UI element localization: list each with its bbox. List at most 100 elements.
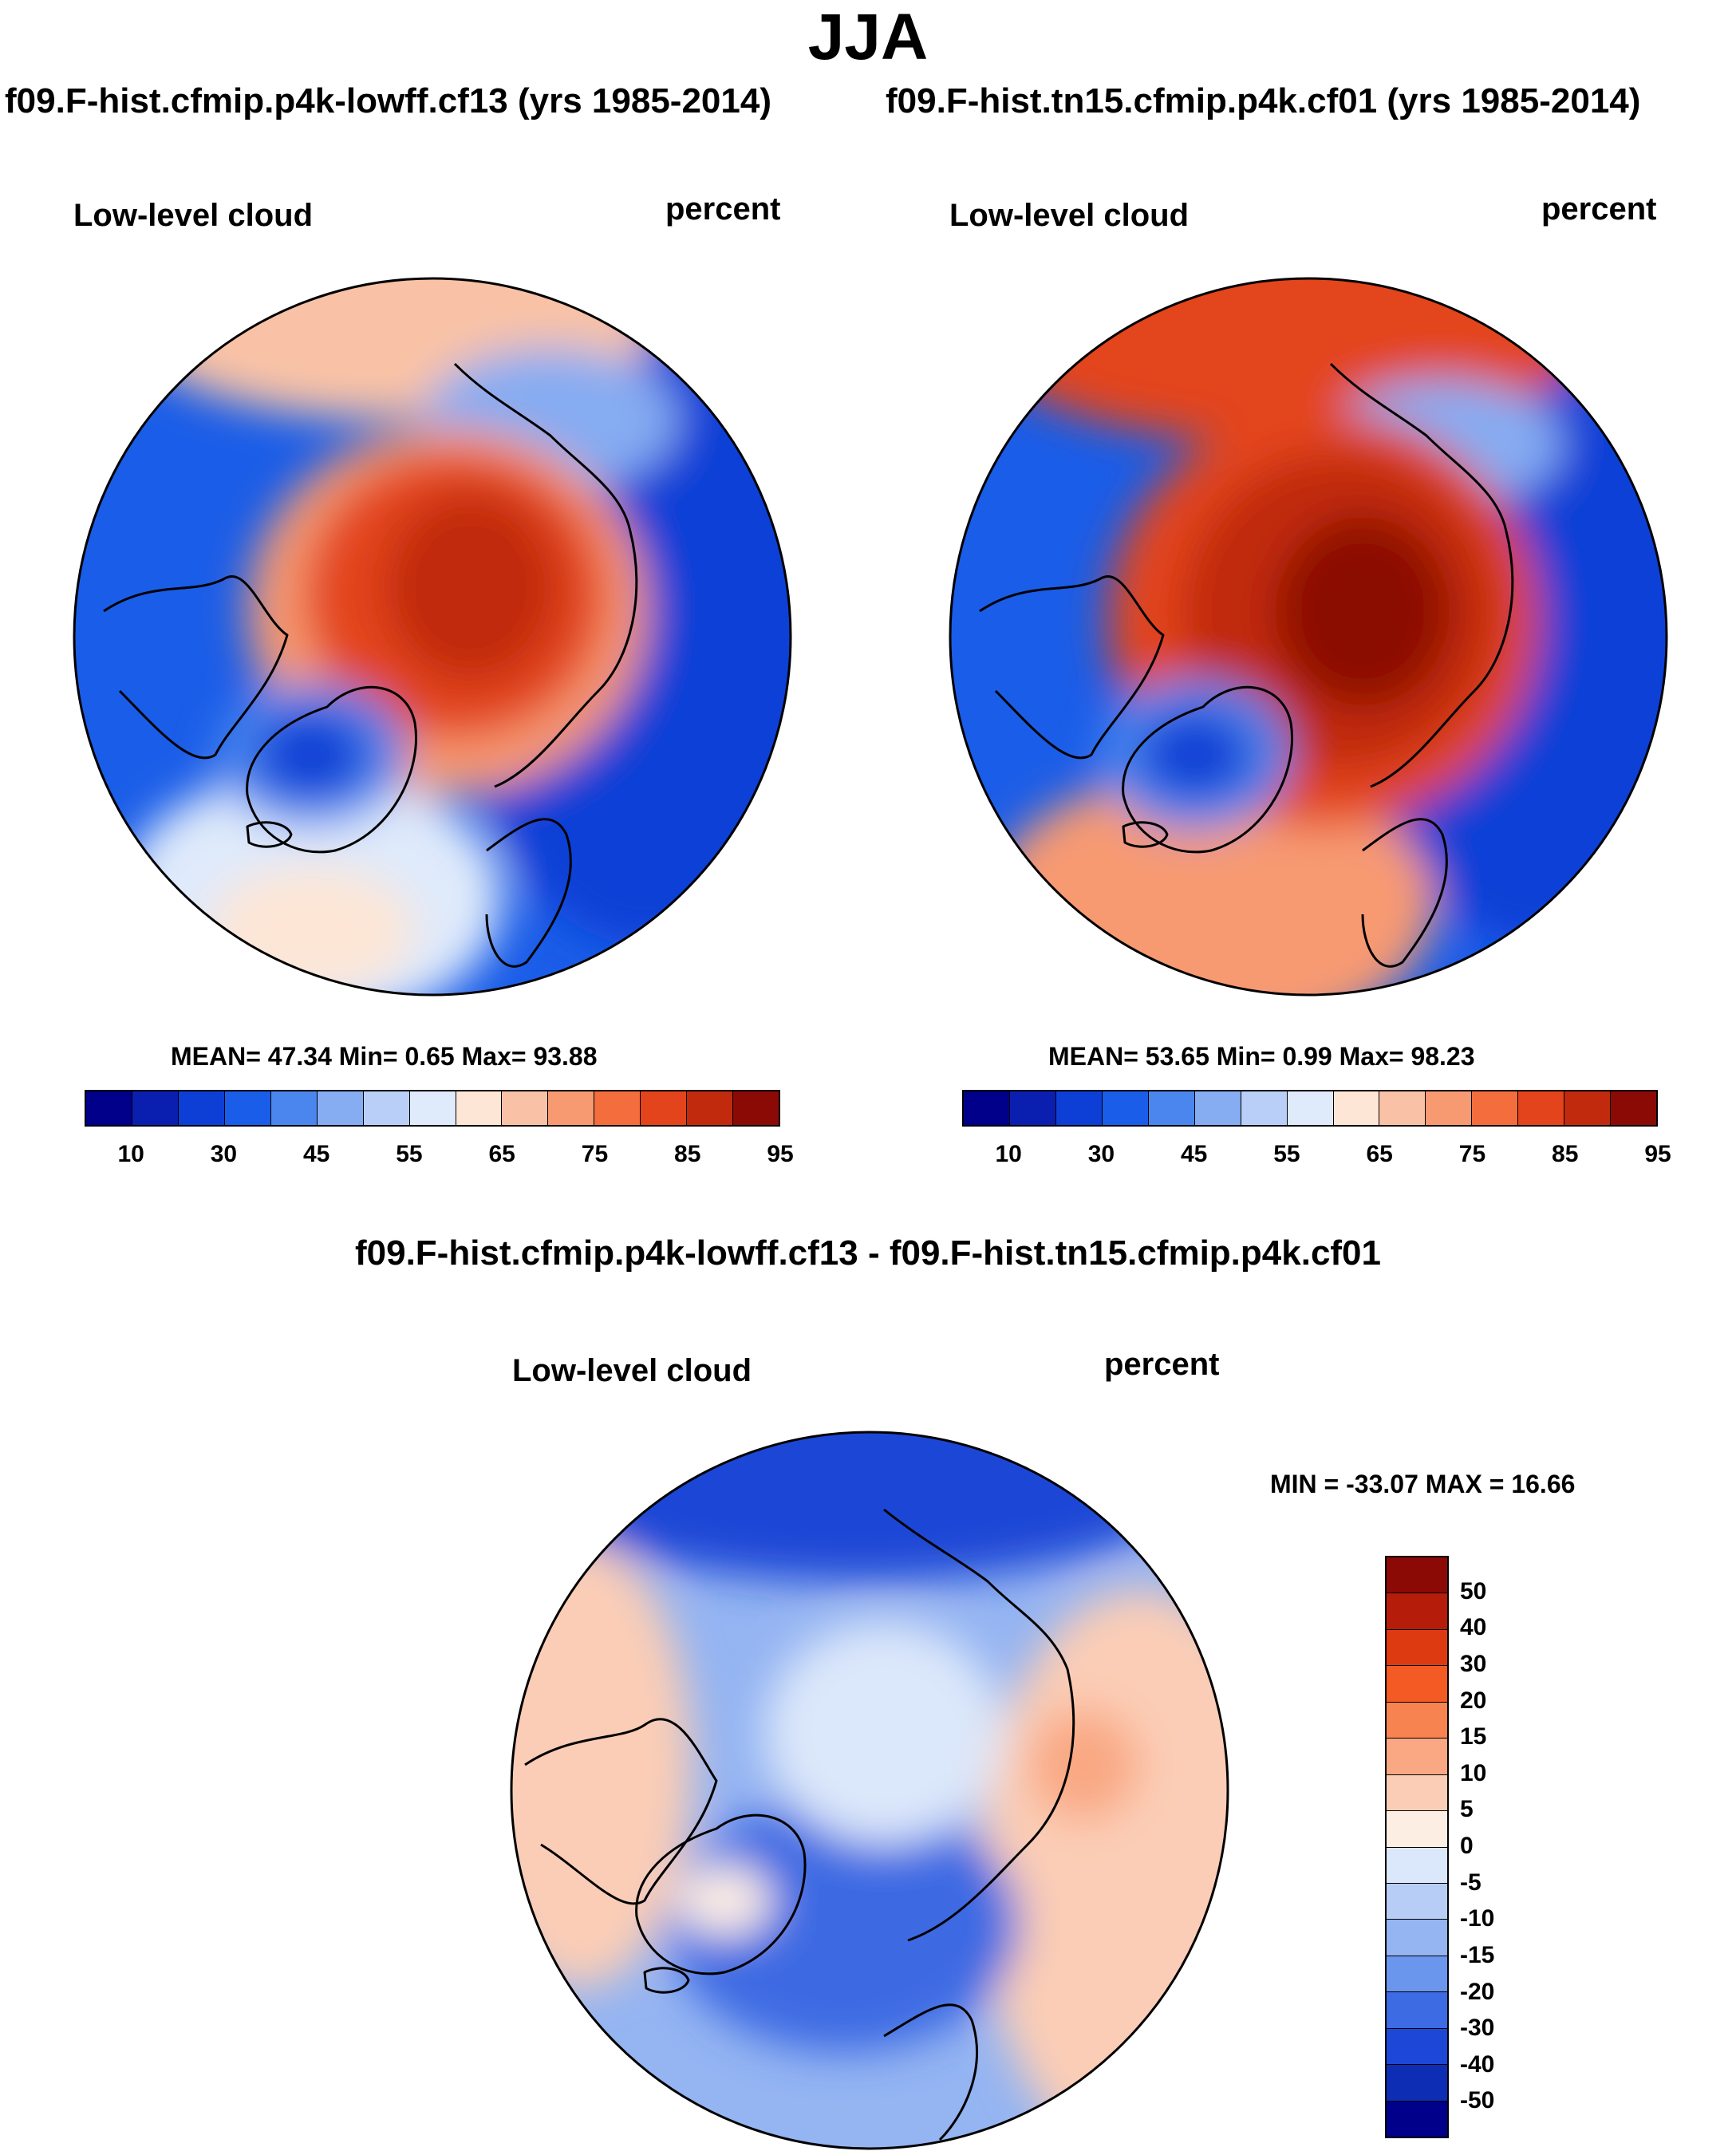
panel-1-coast-scandinavia <box>485 818 572 968</box>
difference-colorbar-tick-label: 5 <box>1460 1796 1474 1823</box>
difference-colorbar-tick-label: 40 <box>1460 1614 1487 1641</box>
panel-2-colorbar-tick-label: 75 <box>1458 1141 1486 1167</box>
panel-2-colorbar-tick-label: 85 <box>1552 1141 1579 1167</box>
panel-2-colorbar-tick-label: 10 <box>995 1141 1022 1167</box>
difference-title: f09.F-hist.cfmip.p4k-lowff.cf13 - f09.F-… <box>354 1233 1382 1273</box>
panel-1-colorbar-swatch-14 <box>732 1091 779 1125</box>
panel-2-colorbar-tick-label: 30 <box>1087 1141 1115 1167</box>
difference-colorbar-tick-label: -30 <box>1460 2015 1495 2042</box>
panel-1-colorbar-swatch-5 <box>316 1091 363 1125</box>
panel-2-colorbar-swatch-12 <box>1517 1091 1564 1125</box>
panel-2-colorbar-swatch-6 <box>1240 1091 1287 1125</box>
panel-2-units-label: percent <box>1541 191 1657 227</box>
panel-2-colorbar-swatch-9 <box>1379 1091 1426 1125</box>
panel-1-coast-eurasia <box>453 362 638 788</box>
difference-colorbar-tick-label: -5 <box>1460 1869 1482 1896</box>
panel-2-colorbar-swatch-4 <box>1147 1091 1194 1125</box>
difference-colorbar-tick-label: 0 <box>1460 1833 1474 1859</box>
panel-2-colorbar-swatch-7 <box>1286 1091 1333 1125</box>
difference-colorbar-swatch-13 <box>1387 2027 1447 2065</box>
difference-coast-scandinavia <box>883 2003 978 2141</box>
panel-2-coast-north-america <box>979 575 1165 760</box>
panel-2-polar-map <box>949 277 1668 997</box>
difference-colorbar-tick-label: 10 <box>1460 1759 1487 1786</box>
panel-1-colorbar-swatch-4 <box>270 1091 317 1125</box>
panel-1-colorbar-swatch-2 <box>177 1091 224 1125</box>
panel-2-colorbar-tick-label: 55 <box>1273 1141 1300 1167</box>
panel-2-colorbar-swatch-11 <box>1471 1091 1518 1125</box>
panel-2-colorbar-swatch-3 <box>1101 1091 1148 1125</box>
panel-2-colorbar-swatch-8 <box>1332 1091 1379 1125</box>
difference-region-west-ocean <box>669 1797 1020 2052</box>
difference-polar-map <box>510 1431 1229 2150</box>
panel-2-colorbar-tick-label: 65 <box>1366 1141 1393 1167</box>
difference-coast-iceland <box>643 1967 690 1994</box>
difference-colorbar-tick-label: 30 <box>1460 1650 1487 1677</box>
panel-1-colorbar-tick-label: 75 <box>581 1141 609 1167</box>
difference-colorbar-swatch-1 <box>1387 1593 1447 1629</box>
panel-1-coast-iceland <box>246 821 293 848</box>
difference-colorbar-tick-label: 50 <box>1460 1577 1487 1604</box>
panel-2-coast-scandinavia <box>1361 818 1448 968</box>
panel-1-colorbar-swatch-6 <box>362 1091 409 1125</box>
difference-colorbar-swatch-6 <box>1387 1774 1447 1811</box>
panel-1-stats: MEAN= 47.34 Min= 0.65 Max= 93.88 <box>171 1042 598 1071</box>
difference-colorbar-tick-label: -20 <box>1460 1978 1495 2005</box>
difference-units-label: percent <box>1104 1347 1220 1382</box>
panel-2-colorbar-swatch-1 <box>1008 1091 1055 1125</box>
panel-1-variable-label: Low-level cloud <box>73 198 314 233</box>
difference-coast-north-america <box>524 1718 718 1905</box>
difference-colorbar-swatch-12 <box>1387 1991 1447 2028</box>
difference-coast-greenland <box>635 1814 807 1975</box>
panel-2-colorbar-swatch-2 <box>1055 1091 1102 1125</box>
difference-colorbar-tick-label: -10 <box>1460 1905 1495 1932</box>
panel-2-region-arctic-core <box>1275 515 1450 707</box>
difference-colorbar-swatch-8 <box>1387 1846 1447 1883</box>
panel-2-stats: MEAN= 53.65 Min= 0.99 Max= 98.23 <box>1048 1042 1475 1071</box>
panel-1-subtitle: f09.F-hist.cfmip.p4k-lowff.cf13 (yrs 198… <box>5 81 771 120</box>
difference-colorbar-tick-label: -50 <box>1460 2087 1495 2114</box>
difference-colorbar-swatch-0 <box>1387 1557 1447 1593</box>
panel-1-colorbar-tick-label: 65 <box>488 1141 515 1167</box>
panel-2-colorbar-swatch-10 <box>1425 1091 1472 1125</box>
difference-colorbar-swatch-14 <box>1387 2064 1447 2101</box>
panel-2-colorbar <box>962 1090 1658 1127</box>
panel-2-variable-label: Low-level cloud <box>949 198 1190 233</box>
panel-1-colorbar <box>85 1090 780 1127</box>
difference-minmax: MIN = -33.07 MAX = 16.66 <box>1270 1470 1576 1498</box>
panel-1-colorbar-tick-label: 85 <box>674 1141 701 1167</box>
panel-2-colorbar-tick-label: 45 <box>1180 1141 1208 1167</box>
difference-colorbar <box>1385 1556 1449 2138</box>
difference-colorbar-tick-label: -40 <box>1460 2050 1495 2078</box>
panel-1-colorbar-tick-label: 95 <box>767 1141 794 1167</box>
panel-1-region-arctic-core <box>383 491 558 683</box>
panel-1-polar-map <box>73 277 792 997</box>
panel-1-colorbar-swatch-1 <box>131 1091 178 1125</box>
difference-colorbar-tick-label: -15 <box>1460 1941 1495 1968</box>
panel-1-colorbar-tick-label: 55 <box>396 1141 423 1167</box>
panel-2-region-greenland <box>1139 711 1251 799</box>
difference-region-russia-center <box>1028 1709 1139 1821</box>
difference-colorbar-tick-label: 15 <box>1460 1723 1487 1750</box>
difference-colorbar-swatch-9 <box>1387 1882 1447 1920</box>
panel-1-colorbar-tick-label: 45 <box>302 1141 330 1167</box>
panel-1-colorbar-swatch-12 <box>640 1091 687 1125</box>
panel-2-colorbar-swatch-5 <box>1194 1091 1241 1125</box>
panel-2-coast-greenland <box>1122 685 1293 854</box>
difference-colorbar-swatch-2 <box>1387 1628 1447 1666</box>
panel-1-colorbar-swatch-9 <box>501 1091 548 1125</box>
difference-colorbar-tick-label: 20 <box>1460 1687 1487 1714</box>
difference-colorbar-swatch-11 <box>1387 1955 1447 1992</box>
difference-colorbar-swatch-4 <box>1387 1701 1447 1739</box>
difference-region-pacific-rim <box>525 1432 1195 1581</box>
difference-region-arctic <box>764 1621 1004 1845</box>
panel-1-coast-north-america <box>103 575 289 760</box>
panel-1-coast-greenland <box>246 685 417 854</box>
panel-2-colorbar-swatch-13 <box>1564 1091 1611 1125</box>
panel-1-colorbar-swatch-10 <box>547 1091 594 1125</box>
panel-1-region-greenland <box>255 711 367 799</box>
difference-coast-eurasia <box>883 1508 1075 1942</box>
difference-variable-label: Low-level cloud <box>512 1353 752 1388</box>
difference-colorbar-swatch-10 <box>1387 1919 1447 1956</box>
panel-2-colorbar-tick-label: 95 <box>1644 1141 1671 1167</box>
